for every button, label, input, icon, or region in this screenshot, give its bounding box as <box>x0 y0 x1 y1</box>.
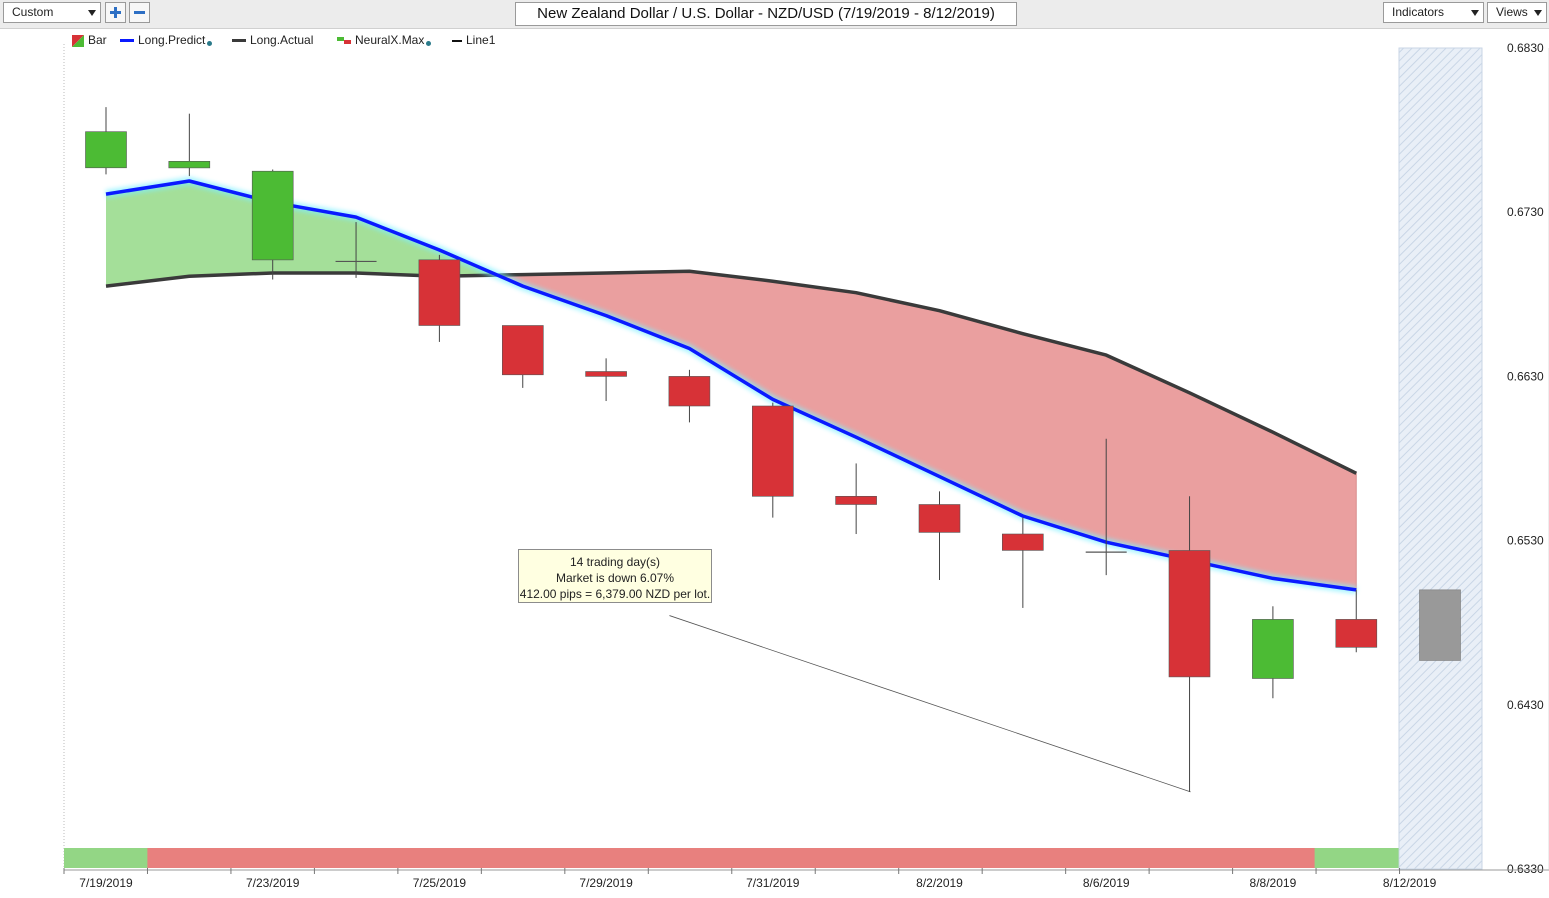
candle-body <box>585 371 627 377</box>
zoom-out-button[interactable] <box>129 2 150 23</box>
callout-market-change: Market is down 6.07% <box>555 571 675 585</box>
candle-body <box>168 161 211 169</box>
x-tick-label: 7/19/2019 <box>79 876 133 890</box>
neuralx-bar-segment <box>397 848 482 868</box>
toolbar: Custom New Zealand Dollar / U.S. Dollar … <box>0 0 1549 29</box>
y-tick-label: 0.6530 <box>1507 534 1544 548</box>
legend-label-long-actual: Long.Actual <box>250 33 314 47</box>
chevron-down-icon <box>1534 10 1542 16</box>
line1-trendline <box>669 615 1191 793</box>
indicators-label: Indicators <box>1392 5 1445 19</box>
forecast-candle <box>1419 589 1461 661</box>
bullish-fill-area <box>106 181 498 287</box>
x-tick-label: 7/23/2019 <box>246 876 300 890</box>
candle-body <box>668 376 711 407</box>
minus-icon <box>134 11 145 14</box>
legend-item-long-actual: Long.Actual <box>232 33 313 48</box>
y-tick-label: 0.6430 <box>1507 698 1544 712</box>
legend-item-long-predict: Long.Predict <box>120 33 213 48</box>
candle-body <box>501 325 544 376</box>
legend-item-bar: Bar <box>72 33 107 48</box>
neuralx-bar-segment <box>314 848 399 868</box>
neuralx-bar-segment <box>1314 848 1399 868</box>
bicolor-swatch-icon <box>337 36 351 44</box>
candle-body <box>751 405 794 497</box>
candle-body <box>1001 533 1044 551</box>
candle-body <box>918 504 961 533</box>
legend-label-bar: Bar <box>88 33 107 47</box>
neuralx-bar-segment <box>647 848 732 868</box>
long-actual-line <box>105 269 1358 475</box>
callout-pips: 412.00 pips = 6,379.00 NZD per lot. <box>519 587 711 601</box>
x-tick-label: 8/8/2019 <box>1250 876 1297 890</box>
y-tick-label: 0.6830 <box>1507 41 1544 55</box>
neuralx-bar-segment <box>731 848 815 868</box>
forecast-zone <box>1398 47 1483 870</box>
long-predict-line <box>105 179 1357 592</box>
x-tick-label: 8/2/2019 <box>916 876 963 890</box>
candle-body <box>1252 619 1294 679</box>
candle-body <box>251 170 294 261</box>
line-swatch-icon <box>232 38 246 42</box>
neuralx-bar-segment <box>1147 848 1232 868</box>
chevron-down-icon <box>1471 10 1479 16</box>
neuralx-bar-segment <box>64 848 148 868</box>
chevron-down-icon <box>88 10 96 16</box>
stats-callout: 14 trading day(s) Market is down 6.07% 4… <box>518 549 712 603</box>
x-tick-label: 7/29/2019 <box>579 876 633 890</box>
neuralx-bar-segment <box>1231 848 1316 868</box>
neuralx-bar-segment <box>480 848 565 868</box>
x-tick-label: 8/6/2019 <box>1083 876 1130 890</box>
bar-swatch-icon <box>72 34 84 47</box>
neuralx-bar-segment <box>147 848 232 868</box>
candle-body <box>418 259 461 326</box>
candle-body <box>85 131 127 169</box>
neuralx-bar-segment <box>981 848 1066 868</box>
chart-title: New Zealand Dollar / U.S. Dollar - NZD/U… <box>515 2 1017 26</box>
x-tick-label: 7/25/2019 <box>413 876 467 890</box>
neuralx-bar-segment <box>230 848 315 868</box>
callout-trading-days: 14 trading day(s) <box>569 555 661 569</box>
views-dropdown[interactable]: Views <box>1487 2 1547 23</box>
legend-label-neuralx-max: NeuralX.Max <box>355 33 425 47</box>
legend-label-line1: Line1 <box>466 33 496 47</box>
zoom-in-button[interactable] <box>105 2 126 23</box>
x-tick-label: 7/31/2019 <box>746 876 800 890</box>
neuralx-bar-segment <box>564 848 649 868</box>
y-tick-label: 0.6630 <box>1507 369 1544 383</box>
settings-dot-icon[interactable] <box>207 41 213 46</box>
neuralx-bar-segment <box>897 848 982 868</box>
preset-select-value: Custom <box>12 5 54 19</box>
candle-body <box>1168 550 1211 678</box>
candle-body <box>835 495 877 505</box>
legend-item-line1: Line1 <box>452 33 495 48</box>
views-label: Views <box>1496 5 1528 19</box>
legend-label-long-predict: Long.Predict <box>138 33 206 47</box>
legend-item-neuralx-max: NeuralX.Max <box>337 33 432 48</box>
y-tick-label: 0.6730 <box>1507 205 1544 219</box>
candle-body <box>1335 619 1378 648</box>
y-tick-label: 0.6330 <box>1507 862 1544 876</box>
line-swatch-icon <box>120 38 134 42</box>
neuralx-bar-segment <box>1064 848 1149 868</box>
preset-select[interactable]: Custom <box>3 2 101 23</box>
indicators-dropdown[interactable]: Indicators <box>1383 2 1484 23</box>
neuralx-bar-segment <box>814 848 899 868</box>
line-swatch-icon <box>452 39 462 42</box>
x-tick-label: 8/12/2019 <box>1383 876 1437 890</box>
bearish-fill-area <box>497 271 1357 590</box>
settings-dot-icon[interactable] <box>426 41 432 46</box>
